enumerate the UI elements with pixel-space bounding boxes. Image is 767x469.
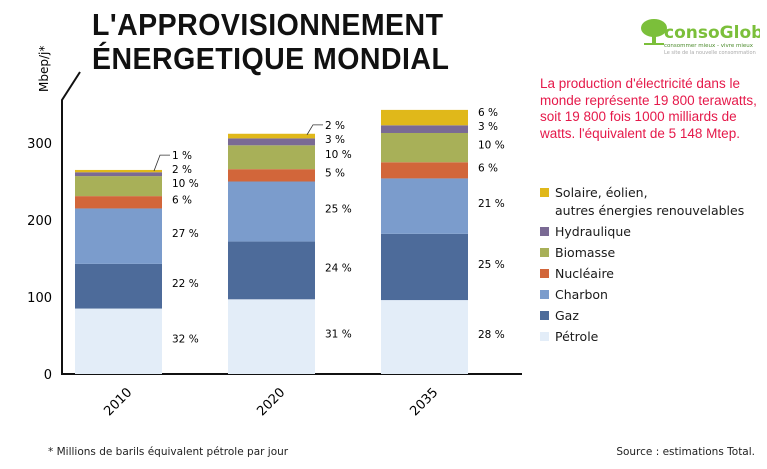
- bar-segment: [75, 208, 162, 264]
- electricity-note: La production d'électricité dans le mond…: [540, 76, 757, 141]
- chart-title: L'APPROVISIONNEMENT ÉNERGETIQUE MONDIAL: [92, 8, 449, 76]
- footnote: * Millions de barils équivalent pétrole …: [48, 446, 289, 458]
- x-tick-label: 2035: [407, 385, 441, 419]
- legend-item: Gaz: [540, 308, 744, 323]
- source: Source : estimations Total.: [616, 446, 755, 458]
- data-label: 10 %: [478, 140, 505, 152]
- bar-segment: [75, 172, 162, 177]
- leader-line: [153, 154, 170, 172]
- legend-label: Pétrole: [555, 329, 599, 344]
- legend-item: Solaire, éolien, autres énergies renouvel…: [540, 185, 744, 218]
- legend-swatch: [540, 227, 549, 236]
- legend-swatch: [540, 248, 549, 257]
- data-label: 27 %: [172, 228, 199, 240]
- y-tick-label: 300: [27, 137, 52, 152]
- data-label: 1 %: [172, 150, 192, 162]
- legend-label: Gaz: [555, 308, 579, 323]
- data-label: 10 %: [172, 178, 199, 190]
- bar-segment: [381, 125, 468, 133]
- legend-item: Biomasse: [540, 245, 744, 260]
- legend-swatch: [540, 332, 549, 341]
- y-tick-label: 100: [27, 291, 52, 306]
- data-label: 3 %: [325, 134, 345, 146]
- data-label: 2 %: [172, 164, 192, 176]
- data-label: 3 %: [478, 121, 498, 133]
- legend-label: Charbon: [555, 287, 608, 302]
- tree-icon: [641, 19, 667, 45]
- x-tick-label: 2020: [254, 385, 288, 419]
- bar-segment: [381, 178, 468, 234]
- bar-segment: [228, 133, 315, 139]
- bar-segment: [228, 138, 315, 146]
- legend-item: Pétrole: [540, 329, 744, 344]
- title-line-2: ÉNERGETIQUE MONDIAL: [92, 41, 450, 76]
- bar-segment: [228, 181, 315, 242]
- data-label: 32 %: [172, 333, 199, 345]
- data-label: 22 %: [172, 278, 199, 290]
- svg-text:Le site de la nouvelle consomm: Le site de la nouvelle consommation: [664, 50, 756, 56]
- data-label: 6 %: [172, 194, 192, 206]
- legend-item: Hydraulique: [540, 224, 744, 239]
- bar-segment: [75, 308, 162, 374]
- svg-text:consoGlobe: consoGlobe: [664, 23, 760, 43]
- data-label: 2 %: [325, 120, 345, 132]
- legend-item: Charbon: [540, 287, 744, 302]
- data-label: 10 %: [325, 149, 352, 161]
- bar-segment: [75, 263, 162, 309]
- legend-label: Solaire, éolien, autres énergies renouvel…: [555, 185, 745, 218]
- data-label: 28 %: [478, 329, 505, 341]
- bar-segment: [381, 233, 468, 301]
- bar-segment: [75, 196, 162, 209]
- bar-segment: [381, 162, 468, 179]
- bar-segment: [75, 169, 162, 173]
- svg-text:consommer mieux - vivre mieux: consommer mieux - vivre mieux: [664, 43, 754, 49]
- data-label: 5 %: [325, 167, 345, 179]
- legend-swatch: [540, 269, 549, 278]
- bar-segment: [381, 300, 468, 374]
- title-line-1: L'APPROVISIONNEMENT: [92, 7, 444, 42]
- legend-label: Biomasse: [555, 245, 616, 260]
- y-axis-label: Mbep/j*: [37, 46, 51, 92]
- bar-segment: [228, 299, 315, 374]
- data-label: 21 %: [478, 198, 505, 210]
- legend-swatch: [540, 188, 549, 197]
- bar-segment: [228, 145, 315, 170]
- y-tick-label: 0: [44, 368, 52, 383]
- legend-swatch: [540, 311, 549, 320]
- legend-item: Nucléaire: [540, 266, 744, 281]
- y-tick-label: 200: [27, 214, 52, 229]
- legend-swatch: [540, 290, 549, 299]
- data-label: 31 %: [325, 329, 352, 341]
- data-label: 25 %: [478, 259, 505, 271]
- data-label: 25 %: [325, 204, 352, 216]
- legend-label: Nucléaire: [555, 266, 614, 281]
- leader-line: [306, 124, 323, 135]
- bar-segment: [228, 169, 315, 182]
- bar-segment: [381, 109, 468, 126]
- x-tick-label: 2010: [101, 385, 135, 419]
- data-label: 6 %: [478, 107, 498, 119]
- bar-segment: [228, 241, 315, 300]
- legend: Solaire, éolien, autres énergies renouvel…: [540, 185, 744, 350]
- bar-segment: [75, 176, 162, 197]
- consoglobe-logo: consoGlobe consommer mieux - vivre mieux…: [641, 19, 760, 56]
- legend-label: Hydraulique: [555, 224, 631, 239]
- data-label: 24 %: [325, 262, 352, 274]
- bar-segment: [381, 132, 468, 163]
- data-label: 6 %: [478, 162, 498, 174]
